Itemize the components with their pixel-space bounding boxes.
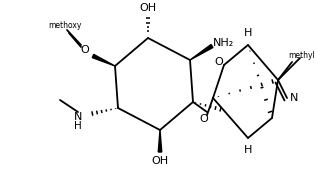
Text: O: O bbox=[215, 57, 223, 67]
Text: N: N bbox=[74, 112, 82, 122]
Text: OH: OH bbox=[151, 156, 169, 166]
Polygon shape bbox=[190, 44, 213, 60]
Polygon shape bbox=[158, 130, 162, 152]
Text: methoxy: methoxy bbox=[48, 22, 82, 30]
Text: H: H bbox=[74, 121, 82, 131]
Text: OH: OH bbox=[140, 3, 156, 13]
Text: methyl: methyl bbox=[289, 51, 316, 61]
Polygon shape bbox=[92, 54, 115, 66]
Text: NH₂: NH₂ bbox=[213, 38, 235, 48]
Text: H: H bbox=[244, 28, 252, 38]
Text: H: H bbox=[244, 145, 252, 155]
Text: O: O bbox=[81, 45, 89, 55]
Text: N: N bbox=[290, 93, 298, 103]
Text: O: O bbox=[200, 114, 208, 124]
